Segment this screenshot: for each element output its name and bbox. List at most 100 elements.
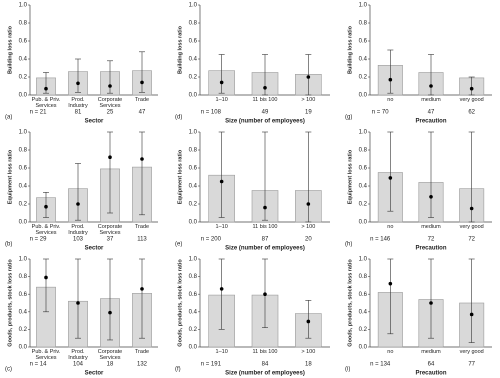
panel-label: (b) — [5, 242, 12, 248]
x-axis-label: Precaution — [415, 246, 446, 252]
point — [469, 312, 474, 317]
y-tick-label: 0.6 — [189, 292, 198, 298]
n-label: n = 70 — [372, 110, 390, 116]
x-tick-label-box: > 100 — [301, 97, 316, 103]
point — [76, 202, 80, 206]
point — [469, 206, 474, 211]
y-tick-label: 1.0 — [359, 130, 368, 136]
error-bar — [428, 258, 434, 339]
x-tick-label: 1–10 — [215, 224, 228, 230]
panel-label: (e) — [175, 242, 182, 248]
y-tick-label: 0.8 — [359, 21, 368, 27]
error-bar — [428, 131, 434, 218]
n-label: 87 — [262, 237, 269, 243]
point — [388, 77, 393, 82]
y-tick-label: 1.0 — [359, 3, 368, 9]
x-tick-label-box: no — [387, 224, 394, 230]
x-tick-label: no — [387, 224, 394, 230]
n-label: 49 — [262, 110, 269, 116]
n-label: 47 — [139, 110, 146, 116]
x-tick-label: medium — [421, 224, 441, 230]
x-tick-label-box: > 100 — [301, 349, 316, 355]
n-label: 62 — [468, 110, 475, 116]
x-tick-label: 11 bis 100 — [252, 97, 278, 103]
x-tick-label: 11 bis 100 — [252, 224, 278, 230]
n-label: n = 21 — [30, 110, 48, 116]
x-tick-label: Corporate Services — [97, 97, 123, 109]
n-label: 20 — [305, 237, 312, 243]
x-tick-label: Prod. Industry — [68, 349, 88, 361]
x-axis-label: Sector — [85, 371, 104, 377]
point — [469, 86, 474, 91]
error-bar — [218, 258, 225, 330]
n-label: 47 — [428, 110, 435, 116]
x-tick-label-box: Trade — [135, 349, 149, 355]
y-axis-label: Building loss ratio — [347, 25, 353, 74]
x-tick-label: very good — [459, 349, 484, 355]
y-tick-label: 0.0 — [359, 345, 368, 351]
panel-label: (a) — [5, 115, 12, 121]
x-axis-label: Sector — [85, 119, 104, 125]
n-label: 72 — [428, 237, 435, 243]
x-tick-label-box: > 100 — [301, 224, 316, 230]
n-label: 72 — [468, 237, 475, 243]
panel-label: (h) — [345, 242, 352, 248]
y-tick-label: 0.4 — [359, 184, 368, 190]
y-tick-label: 1.0 — [189, 3, 198, 9]
point — [140, 157, 144, 161]
x-tick-label-box: Corporate Services — [97, 97, 123, 109]
x-tick-label: Pub. & Priv. Services — [31, 349, 61, 361]
n-label: n = 134 — [370, 362, 391, 368]
y-tick-label: 1.0 — [19, 3, 28, 9]
n-label: 18 — [107, 362, 114, 368]
panel-label: (i) — [345, 367, 350, 373]
x-tick-label: > 100 — [301, 224, 316, 230]
y-tick-label: 0.2 — [19, 75, 28, 81]
error-bar — [387, 258, 394, 335]
y-tick-label: 0.4 — [189, 57, 198, 63]
x-tick-label: > 100 — [301, 349, 316, 355]
error-bar — [262, 131, 268, 221]
y-tick-label: 0.2 — [359, 75, 368, 81]
n-label: 19 — [305, 110, 312, 116]
error-bar — [218, 131, 225, 218]
n-label: 104 — [73, 362, 84, 368]
point — [219, 179, 224, 184]
x-axis-label: Sector — [85, 246, 104, 252]
n-label: n = 108 — [201, 110, 222, 116]
x-tick-label-box: Pub. & Priv. Services — [32, 97, 61, 109]
error-bar — [43, 192, 49, 218]
n-label: 81 — [75, 110, 82, 116]
y-tick-label: 1.0 — [359, 257, 368, 263]
point — [44, 275, 48, 280]
n-label: 77 — [468, 362, 475, 368]
x-tick-label-box: Corporate Services — [98, 349, 122, 361]
n-label: 64 — [428, 362, 435, 368]
y-axis-label: Building loss ratio — [177, 25, 183, 74]
y-tick-label: 0.0 — [359, 93, 368, 99]
n-label: 37 — [107, 237, 114, 243]
y-tick-label: 0.4 — [19, 57, 28, 63]
x-tick-label: > 100 — [301, 97, 316, 103]
x-tick-label-box: 1–10 — [216, 349, 228, 355]
y-tick-label: 0.8 — [19, 274, 28, 280]
y-tick-label: 0.0 — [189, 220, 198, 226]
n-label: 113 — [137, 237, 147, 243]
error-bar — [468, 258, 475, 343]
x-tick-label-box: very good — [460, 97, 484, 103]
n-label: n = 29 — [30, 237, 48, 243]
x-axis-label: Size (number of employees) — [225, 371, 305, 377]
point — [108, 84, 112, 88]
y-tick-label: 0.0 — [359, 220, 368, 226]
n-label: n = 14 — [30, 362, 48, 368]
error-bar — [139, 258, 145, 339]
x-tick-label-box: 11 bis 100 — [252, 224, 278, 230]
point — [306, 75, 311, 79]
y-tick-label: 0.0 — [189, 93, 198, 99]
y-tick-label: 0.4 — [359, 309, 368, 315]
y-tick-label: 0.2 — [189, 202, 198, 208]
point — [429, 84, 433, 88]
y-tick-label: 0.2 — [189, 327, 198, 333]
y-tick-label: 0.8 — [19, 21, 28, 27]
